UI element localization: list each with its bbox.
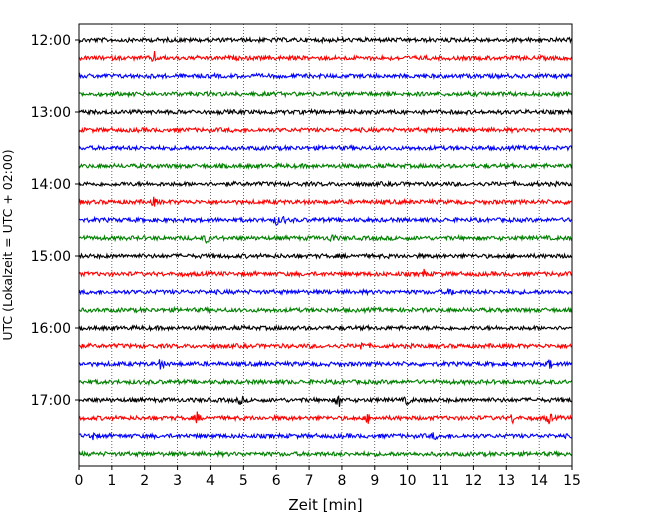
trace-row <box>78 251 573 261</box>
y-tick-label: 14:00 <box>31 177 71 193</box>
y-axis-title: UTC (Lokalzeit = UTC + 02:00) <box>0 149 15 340</box>
trace-row <box>78 431 573 441</box>
trace-row <box>78 287 573 297</box>
trace-row <box>78 395 573 407</box>
x-tick-label: 10 <box>399 473 417 489</box>
x-tick-label: 14 <box>530 473 548 489</box>
trace-row <box>78 215 573 227</box>
y-tick-label: 13:00 <box>31 105 71 121</box>
trace-row <box>78 161 573 171</box>
y-tick-label: 17:00 <box>31 393 71 409</box>
trace-row <box>78 51 573 63</box>
x-tick-label: 13 <box>497 473 515 489</box>
trace-row <box>78 143 573 153</box>
y-tick-label: 15:00 <box>31 249 71 265</box>
trace-row <box>78 341 573 351</box>
x-tick-label: 7 <box>305 473 314 489</box>
trace-row <box>78 125 573 135</box>
x-tick-label: 9 <box>370 473 379 489</box>
y-axis-ticks: 12:00 13:00 14:00 15:00 16:00 17:00 <box>31 33 79 409</box>
x-tick-label: 5 <box>239 473 248 489</box>
trace-row <box>78 449 573 459</box>
x-axis-ticks: 0 1 2 3 4 5 6 7 8 9 10 11 12 13 14 15 <box>75 466 581 489</box>
trace-row <box>78 411 573 425</box>
trace-row <box>78 196 573 207</box>
x-tick-label: 3 <box>173 473 182 489</box>
x-tick-label: 12 <box>464 473 482 489</box>
trace-row <box>78 305 573 315</box>
x-tick-label: 2 <box>140 473 149 489</box>
trace-row <box>78 107 573 117</box>
trace-row <box>78 377 573 387</box>
x-tick-label: 4 <box>206 473 215 489</box>
trace-row <box>78 359 573 370</box>
seismic-traces <box>78 35 573 459</box>
plot-frame <box>78 23 573 467</box>
x-tick-label: 15 <box>563 473 581 489</box>
y-tick-label: 16:00 <box>31 321 71 337</box>
x-tick-label: 6 <box>272 473 281 489</box>
trace-row <box>78 234 573 244</box>
trace-row <box>78 268 573 279</box>
trace-row <box>78 35 573 45</box>
x-tick-label: 0 <box>75 473 84 489</box>
x-tick-label: 1 <box>107 473 116 489</box>
trace-row <box>78 179 573 189</box>
trace-row <box>78 323 573 333</box>
trace-row <box>78 71 573 81</box>
y-tick-label: 12:00 <box>31 33 71 49</box>
trace-row <box>78 89 573 99</box>
x-tick-label: 11 <box>432 473 450 489</box>
x-tick-label: 8 <box>337 473 346 489</box>
x-axis-title: Zeit [min] <box>288 496 362 514</box>
